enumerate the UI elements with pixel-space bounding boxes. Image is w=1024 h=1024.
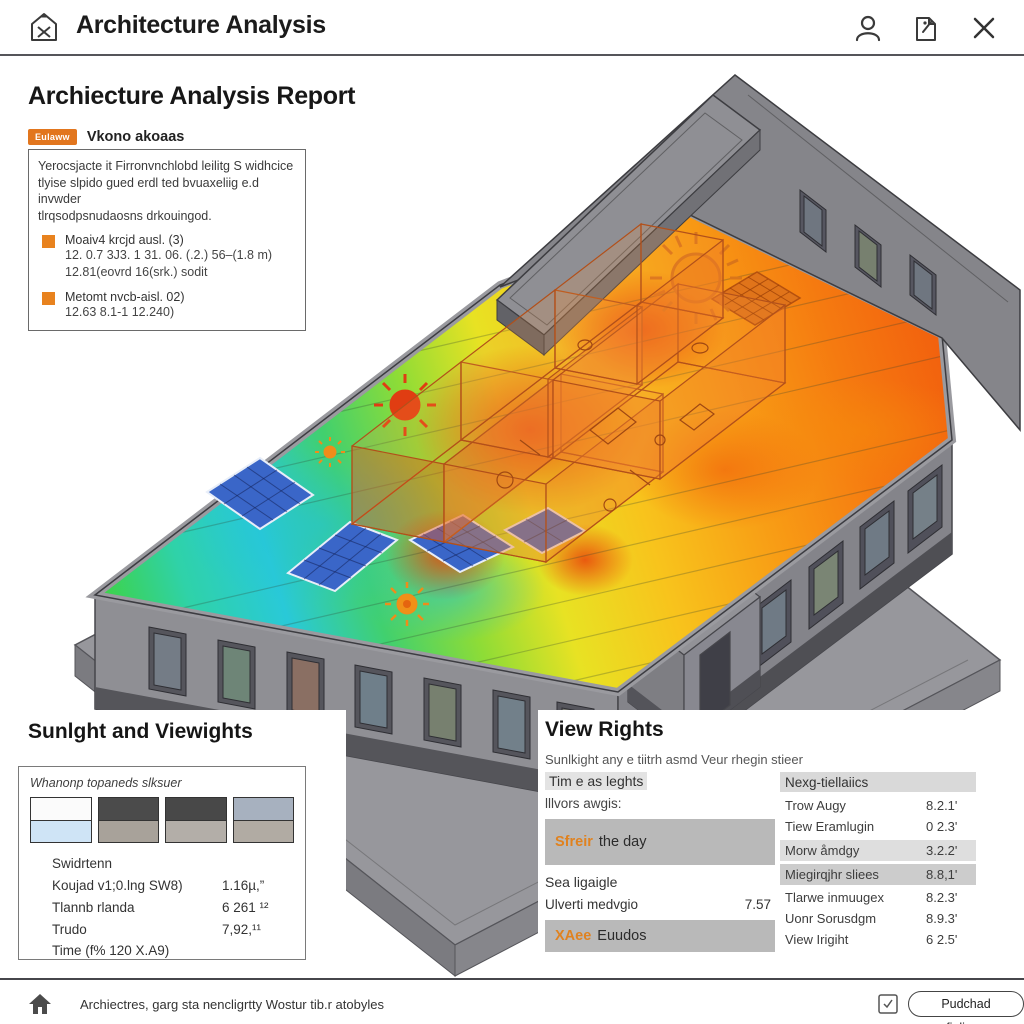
floor-plan-wireframe xyxy=(350,222,787,564)
legend-description: Yerocsjacte it Firronvnchlobd leilitg S … xyxy=(38,159,294,223)
table-header: Nexg-tiellaiics xyxy=(780,772,976,792)
sunlight-heading: Sunlght and Viewights xyxy=(28,720,263,744)
stat-row: Trudo 7,92,¹¹ xyxy=(52,921,262,937)
app-logo-house-icon xyxy=(31,13,57,41)
view-rights-heading: View Rights xyxy=(545,718,664,741)
stat-row: Swidrtenn xyxy=(52,856,113,871)
statusbar: Archiectres, garg sta nencligrtty Wostur… xyxy=(0,978,1024,1024)
app-title: Architecture Analysis xyxy=(76,11,326,39)
solar-panel xyxy=(286,520,399,593)
table-row: Trow Augy 8.2.1' xyxy=(785,798,958,813)
report-heading: Archiecture Analysis Report xyxy=(28,82,356,110)
table-row: Tlarwe inmuugex 8.2.3' xyxy=(785,890,958,905)
legend-color-swatch xyxy=(42,235,55,248)
stat-row: Koujad v1;0.lng SW8) 1.16µ,” xyxy=(52,877,265,893)
status-text: Archiectres, garg sta nencligrtty Wostur… xyxy=(80,997,384,1012)
legend-item: Metomt nvcb-aisl. 02) 12.63 8.1-1 12.240… xyxy=(38,290,296,321)
option-row: Sea ligaigle xyxy=(545,874,618,890)
export-icon[interactable] xyxy=(910,12,942,44)
view-rights-table: Nexg-tiellaiics Trow Augy 8.2.1' Tiew Era… xyxy=(780,772,976,950)
floor-plan-furniture xyxy=(496,339,715,512)
solar-panel xyxy=(407,513,516,574)
legend-color-swatch xyxy=(42,291,55,305)
material-swatch-row xyxy=(30,797,294,843)
value-row: Ulverti medvgio 7.57 xyxy=(545,897,771,912)
solar-panel xyxy=(502,506,588,555)
close-icon[interactable] xyxy=(968,12,1000,44)
material-swatch[interactable] xyxy=(30,797,92,843)
legend-badge-row: Eulaww Vkono akoaas xyxy=(28,129,184,145)
checkbox-icon[interactable] xyxy=(878,994,898,1014)
view-rights-subtitle: Sunlkight any e tiitrh asmd Veur rhegin … xyxy=(545,752,803,767)
facade-windows-left xyxy=(148,626,595,772)
table-row: Miegirqjhr sliees 8.8,1' xyxy=(780,864,976,885)
solar-panel xyxy=(205,456,315,531)
column-subheader: lllvors awgis: xyxy=(545,796,622,811)
sunlight-stats: Swidrtenn Koujad v1;0.lng SW8) 1.16µ,” Tl… xyxy=(52,853,294,962)
stat-row: Tlannb rlanda 6 261 ¹² xyxy=(52,899,269,915)
table-row: Uonr Sorusdgm 8.9.3' xyxy=(785,911,958,926)
table-row: Tiew Eramlugin 0 2.3' xyxy=(785,819,958,834)
table-row: Morw åmdgy 3.2.2' xyxy=(780,840,976,861)
sun-icon-small xyxy=(385,582,429,626)
facade-windows-right xyxy=(756,463,943,670)
view-rights-left-column: Tim e as leghts lllvors awgis: Sfreir th… xyxy=(545,772,775,952)
sun-icon-small xyxy=(315,437,345,467)
solar-panels xyxy=(205,456,588,593)
sunlight-panel-label: Whanonp topaneds slksuer xyxy=(30,776,182,790)
material-swatch[interactable] xyxy=(165,797,227,843)
sunlight-section: Sunlght and Viewights Whanonp topaneds s… xyxy=(10,710,346,962)
highlighted-option-row[interactable]: Sfreir the day xyxy=(545,819,775,865)
sunlight-panel: Whanonp topaneds slksuer xyxy=(18,766,306,960)
account-icon[interactable] xyxy=(852,12,884,44)
column-header: Tim e as leghts xyxy=(545,772,648,790)
home-icon[interactable] xyxy=(28,993,52,1015)
roof-skylight-grid xyxy=(710,271,802,326)
titlebar: Architecture Analysis xyxy=(0,0,1024,56)
legend-title: Vkono akoaas xyxy=(86,129,185,145)
report-legend-box: Yerocsjacte it Firronvnchlobd leilitg S … xyxy=(28,149,306,331)
table-row: View Irigiht 6 2.5' xyxy=(785,932,958,947)
material-swatch[interactable] xyxy=(97,797,159,843)
view-rights-section: View Rights Sunlkight any e tiitrh asmd … xyxy=(538,710,985,962)
highlighted-option-row[interactable]: XAee Euudos xyxy=(545,920,775,952)
action-button[interactable]: Pudchad fiulinge xyxy=(908,991,1024,1024)
legend-item: Moaiv4 krcjd ausl. (3) 12. 0.7 3J3. 1 31… xyxy=(38,233,296,281)
stat-row: Time (f% 120 X.A9) xyxy=(52,943,170,959)
status-badge: Eulaww xyxy=(28,129,77,145)
material-swatch[interactable] xyxy=(232,797,294,843)
